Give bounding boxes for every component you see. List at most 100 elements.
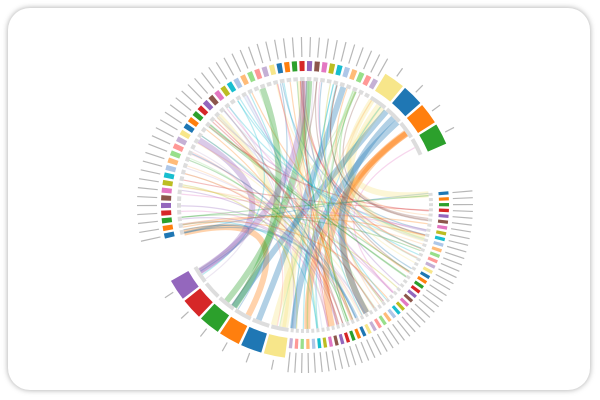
- inner-ring: [333, 80, 339, 86]
- inner-ring: [352, 86, 358, 93]
- inner-ring: [251, 317, 270, 328]
- segment: [241, 326, 267, 353]
- inner-ring: [396, 286, 402, 292]
- chord: [189, 159, 349, 322]
- inner-ring: [177, 189, 182, 195]
- chord: [181, 193, 427, 231]
- segment: [407, 289, 417, 299]
- label-placeholder: [446, 245, 467, 253]
- chord: [197, 142, 394, 293]
- segment: [328, 63, 336, 74]
- inner-ring: [411, 266, 417, 271]
- label-placeholder: [415, 84, 424, 93]
- chord: [270, 106, 385, 326]
- chord: [197, 137, 256, 275]
- inner-ring: [385, 297, 391, 303]
- inner-ring: [306, 328, 310, 333]
- chord: [306, 90, 354, 329]
- chord: [342, 93, 429, 220]
- segment: [317, 338, 322, 349]
- segment: [322, 337, 328, 348]
- segment: [197, 105, 209, 116]
- segment: [176, 136, 188, 146]
- label-placeholder: [270, 359, 275, 370]
- chord: [208, 126, 407, 277]
- label-placeholder: [451, 222, 472, 226]
- segment: [392, 87, 421, 117]
- label-placeholder: [317, 37, 321, 58]
- chord: [237, 100, 422, 249]
- chord: [327, 91, 357, 322]
- inner-ring: [321, 327, 325, 332]
- chord: [327, 90, 355, 322]
- segment: [391, 305, 401, 315]
- label-placeholder: [406, 312, 421, 328]
- segment: [311, 338, 316, 349]
- label-placeholder: [444, 126, 455, 133]
- chord: [246, 95, 339, 325]
- inner-ring: [266, 81, 272, 87]
- label-placeholder: [137, 220, 158, 225]
- inner-ring: [235, 95, 242, 101]
- segment: [349, 330, 356, 341]
- label-placeholder: [325, 351, 330, 372]
- chord: [198, 91, 357, 271]
- label-placeholder: [387, 327, 400, 345]
- segment: [208, 94, 219, 106]
- chord: [218, 115, 383, 303]
- chord: [180, 205, 353, 320]
- segment: [306, 61, 313, 72]
- chord: [231, 109, 389, 309]
- chord: [231, 87, 282, 309]
- chord: [181, 210, 329, 327]
- label-placeholder: [377, 58, 389, 77]
- inner-ring: [392, 290, 398, 296]
- segment: [359, 326, 367, 337]
- label-placeholder: [366, 339, 376, 358]
- chord: [181, 217, 338, 326]
- label-placeholder: [410, 307, 426, 323]
- segment: [355, 71, 365, 83]
- inner-ring: [205, 121, 212, 128]
- chord: [184, 224, 250, 272]
- chord: [258, 89, 319, 329]
- chord: [299, 81, 338, 325]
- inner-ring: [300, 328, 304, 333]
- label-placeholder: [309, 37, 312, 58]
- chord: [191, 153, 363, 316]
- segment: [202, 99, 214, 111]
- label-placeholder: [265, 41, 272, 62]
- label-placeholder: [360, 341, 370, 361]
- inner-ring: [428, 203, 433, 207]
- chord: [191, 153, 357, 319]
- inner-ring: [290, 328, 294, 333]
- chord: [182, 220, 366, 314]
- chord: [231, 81, 318, 306]
- inner-ring: [184, 156, 191, 163]
- segment: [413, 280, 424, 289]
- inner-ring: [178, 223, 184, 229]
- chord: [201, 135, 376, 308]
- segment: [422, 266, 433, 274]
- chords: [180, 80, 429, 330]
- inner-ring: [428, 213, 433, 217]
- chord: [302, 81, 330, 327]
- label-placeholder: [348, 44, 356, 64]
- chord: [210, 124, 411, 272]
- inner-ring: [326, 78, 332, 84]
- chord: [228, 106, 426, 236]
- segment: [437, 224, 448, 230]
- segment: [291, 61, 298, 72]
- inner-ring: [422, 243, 427, 248]
- chord: [302, 81, 416, 264]
- chord: [193, 149, 254, 280]
- segment: [434, 235, 446, 242]
- label-placeholder: [199, 328, 208, 337]
- segment: [161, 195, 172, 201]
- label-placeholder: [291, 37, 295, 58]
- chord: [340, 131, 409, 315]
- inner-ring: [413, 261, 419, 267]
- segment: [375, 73, 403, 102]
- inner-ring: [229, 98, 236, 105]
